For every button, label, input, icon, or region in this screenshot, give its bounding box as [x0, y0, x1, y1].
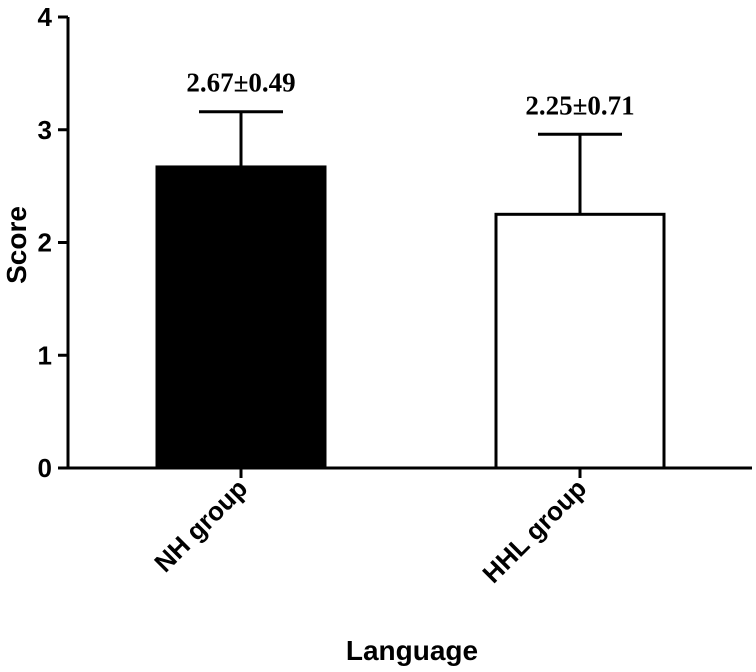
y-axis-title: Score [1, 206, 32, 284]
y-tick-label: 4 [38, 2, 53, 32]
data-label: 2.67±0.49 [186, 68, 295, 98]
y-tick-label: 0 [38, 453, 52, 483]
bars: 2.67±0.49 NH group 2.25±0.71 HHL group [148, 68, 666, 589]
bar-hhl-group [494, 212, 666, 470]
data-label: 2.25±0.71 [525, 90, 634, 120]
bar-nh-group [155, 165, 327, 470]
y-axis: 0 1 2 3 4 [38, 2, 70, 483]
y-tick-label: 3 [38, 115, 52, 145]
x-tick-label: HHL group [476, 473, 592, 589]
x-axis-title: Language [346, 635, 478, 666]
x-tick-label: NH group [148, 473, 253, 578]
y-tick-label: 2 [38, 228, 52, 258]
y-tick-label: 1 [38, 340, 52, 370]
